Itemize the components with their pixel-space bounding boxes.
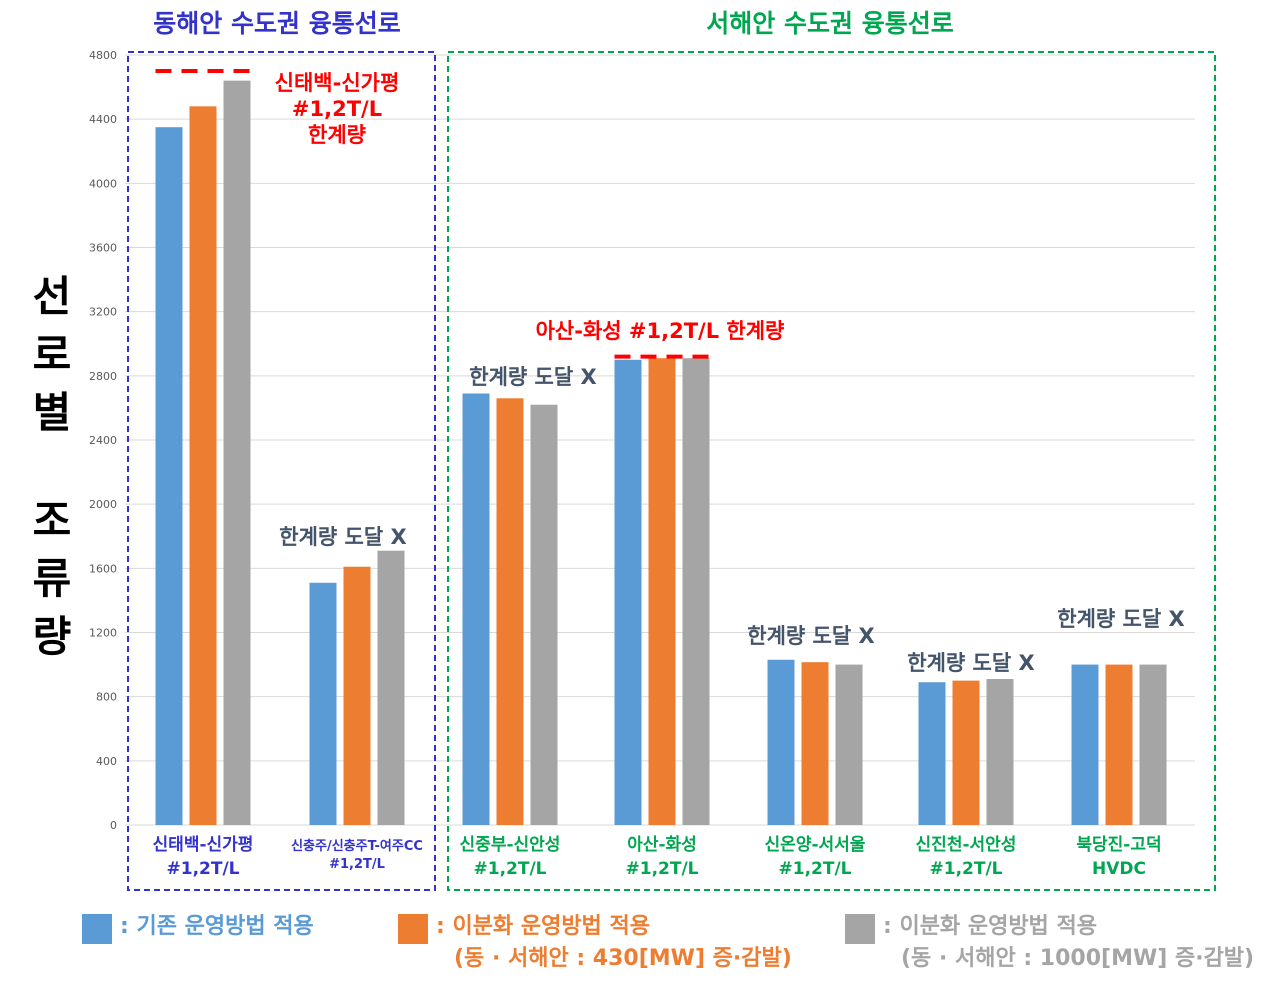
y-axis-title-top: 선 로 별 xyxy=(22,268,82,442)
y-tick-label: 3600 xyxy=(89,242,117,255)
bar xyxy=(309,582,337,825)
y-title-char: 선 xyxy=(32,272,72,321)
annotation-label: 한계량 도달 X xyxy=(469,365,596,389)
legend-item-3: : 이분화 운영방법 적용 (동 · 서해안 : 1000[MW] 증·감발) xyxy=(845,912,1275,984)
legend-item-2: : 이분화 운영방법 적용 (동 · 서해안 : 430[MW] 증·감발) xyxy=(398,912,818,984)
legend-sublabel: (동 · 서해안 : 1000[MW] 증·감발) xyxy=(901,946,1255,971)
bar xyxy=(462,393,490,825)
x-tick-label-sub: #1,2T/L xyxy=(329,857,385,872)
y-tick-label: 3200 xyxy=(89,306,117,319)
bar xyxy=(614,359,642,825)
x-tick-label: 신태백-신가평 xyxy=(153,835,254,855)
legend-swatch-blue xyxy=(82,914,112,944)
y-axis-title-bottom: 조 류 량 xyxy=(22,492,82,666)
bar xyxy=(986,679,1014,825)
bar xyxy=(343,566,371,825)
bar xyxy=(918,682,946,825)
bar xyxy=(801,662,829,825)
x-tick-label: 신진천-서안성 xyxy=(916,835,1017,855)
legend-sublabel: (동 · 서해안 : 430[MW] 증·감발) xyxy=(454,946,792,971)
y-tick-label: 4000 xyxy=(89,177,117,190)
x-tick-label: 신중부-신안성 xyxy=(460,835,561,855)
x-tick-label: 신온양-서서울 xyxy=(765,835,866,855)
limit-label: #1,2T/L xyxy=(292,97,382,121)
x-tick-label: 아산-화성 xyxy=(627,835,697,855)
legend-item-1: : 기존 운영방법 적용 xyxy=(82,912,382,984)
limit-label: 신태백-신가평 xyxy=(275,71,400,95)
bar xyxy=(682,358,710,825)
bar xyxy=(835,664,863,825)
bar xyxy=(1071,664,1099,825)
group-title: 동해안 수도권 융통선로 xyxy=(153,9,400,38)
legend-swatch-orange xyxy=(398,914,428,944)
x-tick-label-sub: #1,2T/L xyxy=(930,859,1003,879)
bar xyxy=(1105,664,1133,825)
y-title-char: 량 xyxy=(32,612,72,661)
bar xyxy=(952,680,980,825)
bar xyxy=(496,398,524,825)
x-tick-label: 북당진-고덕 xyxy=(1076,835,1161,855)
bar xyxy=(767,659,795,825)
group-box xyxy=(127,51,436,891)
legend-label: : 기존 운영방법 적용 xyxy=(120,914,314,939)
y-tick-label: 4400 xyxy=(89,113,117,126)
y-tick-label: 4800 xyxy=(89,49,117,62)
x-tick-label-sub: #1,2T/L xyxy=(167,859,240,879)
limit-label: 아산-화성 #1,2T/L 한계량 xyxy=(536,319,785,343)
y-tick-label: 2400 xyxy=(89,434,117,447)
bar xyxy=(377,550,405,825)
legend-swatch-gray xyxy=(845,914,875,944)
y-title-char: 별 xyxy=(32,388,72,437)
y-tick-label: 2000 xyxy=(89,498,117,511)
x-tick-label-sub: HVDC xyxy=(1092,859,1146,879)
annotation-label: 한계량 도달 X xyxy=(907,651,1034,675)
annotation-label: 한계량 도달 X xyxy=(747,624,874,648)
bar xyxy=(530,404,558,825)
x-tick-label-sub: #1,2T/L xyxy=(626,859,699,879)
y-tick-label: 800 xyxy=(96,691,117,704)
y-title-char: 로 xyxy=(32,330,72,379)
y-tick-label: 1200 xyxy=(89,627,117,640)
annotation-label: 한계량 도달 X xyxy=(1057,607,1184,631)
x-tick-label: 신충주/신충주T-여주CC xyxy=(291,838,423,854)
bar xyxy=(223,80,251,825)
bar xyxy=(648,358,676,825)
y-tick-label: 400 xyxy=(96,755,117,768)
y-title-char: 조 xyxy=(32,496,72,545)
bar xyxy=(189,106,217,826)
y-tick-label: 2800 xyxy=(89,370,117,383)
bar xyxy=(155,127,183,825)
legend-label: : 이분화 운영방법 적용 xyxy=(436,914,650,939)
limit-label: 한계량 xyxy=(308,123,366,147)
x-tick-label-sub: #1,2T/L xyxy=(779,859,852,879)
y-title-char: 류 xyxy=(32,554,72,603)
bar xyxy=(1139,664,1167,825)
legend-label: : 이분화 운영방법 적용 xyxy=(883,914,1097,939)
group-title: 서해안 수도권 융통선로 xyxy=(706,9,953,38)
y-tick-label: 1600 xyxy=(89,562,117,575)
group-box xyxy=(447,51,1216,891)
annotation-label: 한계량 도달 X xyxy=(279,525,406,549)
y-tick-label: 0 xyxy=(110,819,117,832)
x-tick-label-sub: #1,2T/L xyxy=(474,859,547,879)
